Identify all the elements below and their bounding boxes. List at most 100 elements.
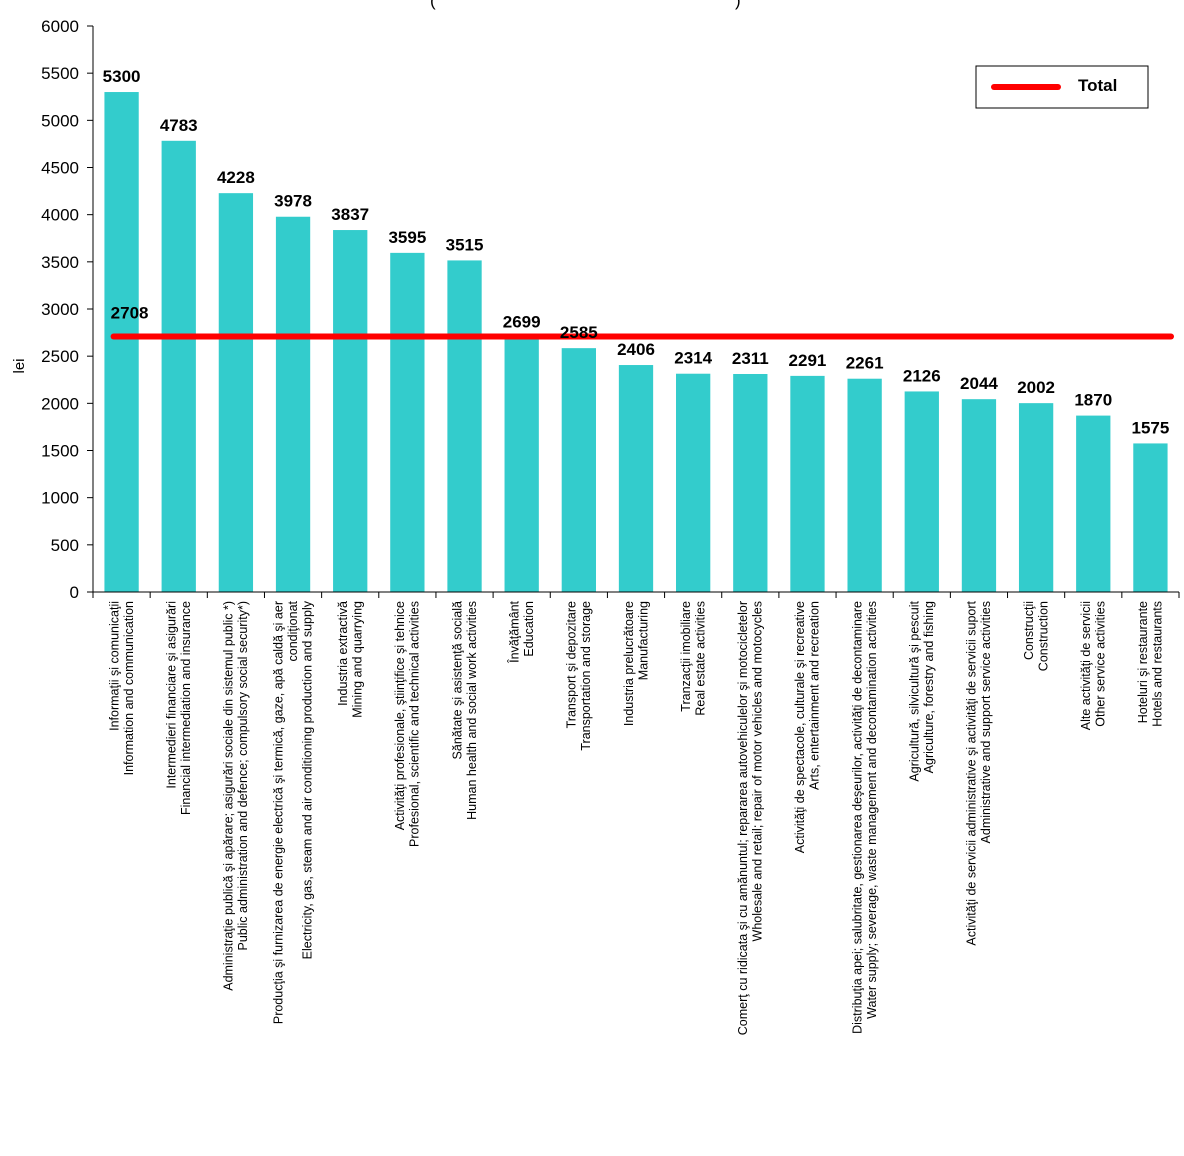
category-labels-group: Informaţii şi comunicaţii Information and… [107,600,1164,1035]
bar [218,193,254,592]
category-label-line: Agricultură, silvicultură şi pescuit [908,600,922,781]
category-label-line: Water supply; severage, waste management… [865,601,879,1019]
bar [1133,443,1168,592]
category-label: Hoteluri şi restaurante Hotels and restau… [1136,601,1165,727]
y-tick-label: 4000 [41,206,79,225]
category-label: Activităţi de spectacole, culturale şi r… [793,601,822,853]
data-label: 2699 [503,312,541,331]
category-label-line: Intermedieri financiare şi asigurări [164,601,178,789]
category-label-line: Activităţi de spectacole, culturale şi r… [793,601,807,853]
category-label-line: Industria extractivă [336,601,350,706]
data-label: 3978 [274,192,312,211]
bar [676,373,711,592]
bar [961,399,997,592]
data-label: 2314 [674,349,712,368]
category-label: Producţia şi furnizarea de energie elect… [272,600,315,1024]
bar [618,365,654,592]
category-label-line: Public administration and defence; compu… [236,601,250,950]
bar [1018,403,1054,592]
category-label-line: Mining and quarrying [350,601,364,718]
data-labels-group: 5300 4783 4228 3978 3837 3595 3515 2699 2585 2406… [103,67,1170,437]
category-label-line: Hotels and restaurants [1151,601,1165,727]
data-label: 3515 [446,235,484,254]
y-axis-title: lei [11,358,28,373]
category-label-line: Sănătate şi asistenţă socială [450,601,464,759]
category-label: Administraţie publică şi apărare; asigur… [222,601,251,991]
y-tick-label: 0 [70,583,79,602]
category-label-line: Comerţ cu ridicata şi cu amănuntul; repa… [736,601,750,1035]
legend-total-label: Total [1078,76,1117,95]
category-label-line: Manufacturing [636,601,650,680]
category-label-line: Industria prelucrătoare [622,601,636,726]
category-label-line: Profesional, scientific and technical ac… [408,601,422,847]
category-label: Construcţii Construction [1022,601,1051,671]
data-label: 2044 [960,374,998,393]
data-label: 1575 [1132,418,1170,437]
legend: Total [975,65,1149,109]
bar [1076,415,1111,592]
category-label: Industria extractivă Mining and quarrying [336,601,365,718]
bar [904,391,939,592]
data-label: 2291 [789,351,827,370]
category-label-line: Transport şi depozitare [565,601,579,728]
bar [447,260,482,592]
category-label: Tranzacţii imobiliare Real estate activit… [679,601,708,716]
category-label-line: Producţia şi furnizarea de energie elect… [272,601,286,1024]
y-tick-label: 1000 [41,489,79,508]
bar [161,140,196,593]
category-label-line: Construction [1036,601,1050,671]
y-tick-label: 5500 [41,64,79,83]
category-label-line: Construcţii [1022,601,1036,660]
axes-group: 0 500 1000 1500 2000 2500 3000 3500 4000 4500 5000… [41,17,1180,602]
bar [790,375,825,592]
y-tick-label: 3500 [41,253,79,272]
y-tick-label: 3000 [41,300,79,319]
y-tick-label: 6000 [41,17,79,36]
data-label: 2406 [617,340,655,359]
data-label: 5300 [103,67,141,86]
category-label-line: Activităţi profesionale, ştiinţifice şi … [393,601,407,830]
y-tick-label: 500 [51,536,79,555]
category-label-line: Arts, entertainment and recreation [808,601,822,790]
category-label: Activităţi de servicii administrative şi… [965,600,994,945]
total-label: 2708 [111,304,149,323]
category-label: Sănătate şi asistenţă socială Human healt… [450,601,479,820]
category-label-line: Administrative and support service activ… [979,601,993,843]
bar [333,230,368,592]
category-label: Intermedieri financiare şi asigurări Fina… [164,601,193,815]
data-label: 3837 [331,205,369,224]
data-label: 3595 [388,228,426,247]
y-tick-label: 4500 [41,159,79,178]
category-label-line: Information and communication [122,601,136,775]
category-label-line: condiţionat [286,600,300,661]
category-label-line: Agriculture, forestry and fishing [922,601,936,773]
bar [104,92,139,593]
category-label: Agricultură, silvicultură şi pescuit Agri… [908,600,937,781]
chart-title-fragment: ( [430,0,436,10]
category-label-line: Human health and social work activities [465,601,479,820]
data-label: 2311 [732,349,769,368]
y-tick-label: 2000 [41,394,79,413]
category-label: Activităţi profesionale, ştiinţifice şi … [393,601,422,847]
y-tick-label: 5000 [41,111,79,130]
category-label-line: Învăţământ [506,600,521,663]
category-label-line: Wholesale and retail; repair of motor ve… [751,601,765,941]
category-label-line: Other service activities [1094,601,1108,727]
data-label: 2585 [560,323,598,342]
bar [275,216,311,592]
bar [847,378,882,592]
category-label-line: Hoteluri şi restaurante [1136,601,1150,723]
category-label-line: Transportation and storage [579,601,593,751]
bar [733,373,768,592]
data-label: 4783 [160,116,198,135]
category-label-line: Activităţi de servicii administrative şi… [965,600,979,945]
category-label: Învăţământ Education [506,600,536,663]
y-tick-label: 1500 [41,442,79,461]
category-label-line: Informaţii şi comunicaţii [107,601,121,731]
chart-title-fragment-end: ) [735,0,741,10]
category-label-line: Financial intermediation and insurance [179,601,193,815]
category-label-line: Alte activităţi de servicii [1079,601,1093,730]
data-label: 2261 [846,354,884,373]
bar [561,348,596,592]
